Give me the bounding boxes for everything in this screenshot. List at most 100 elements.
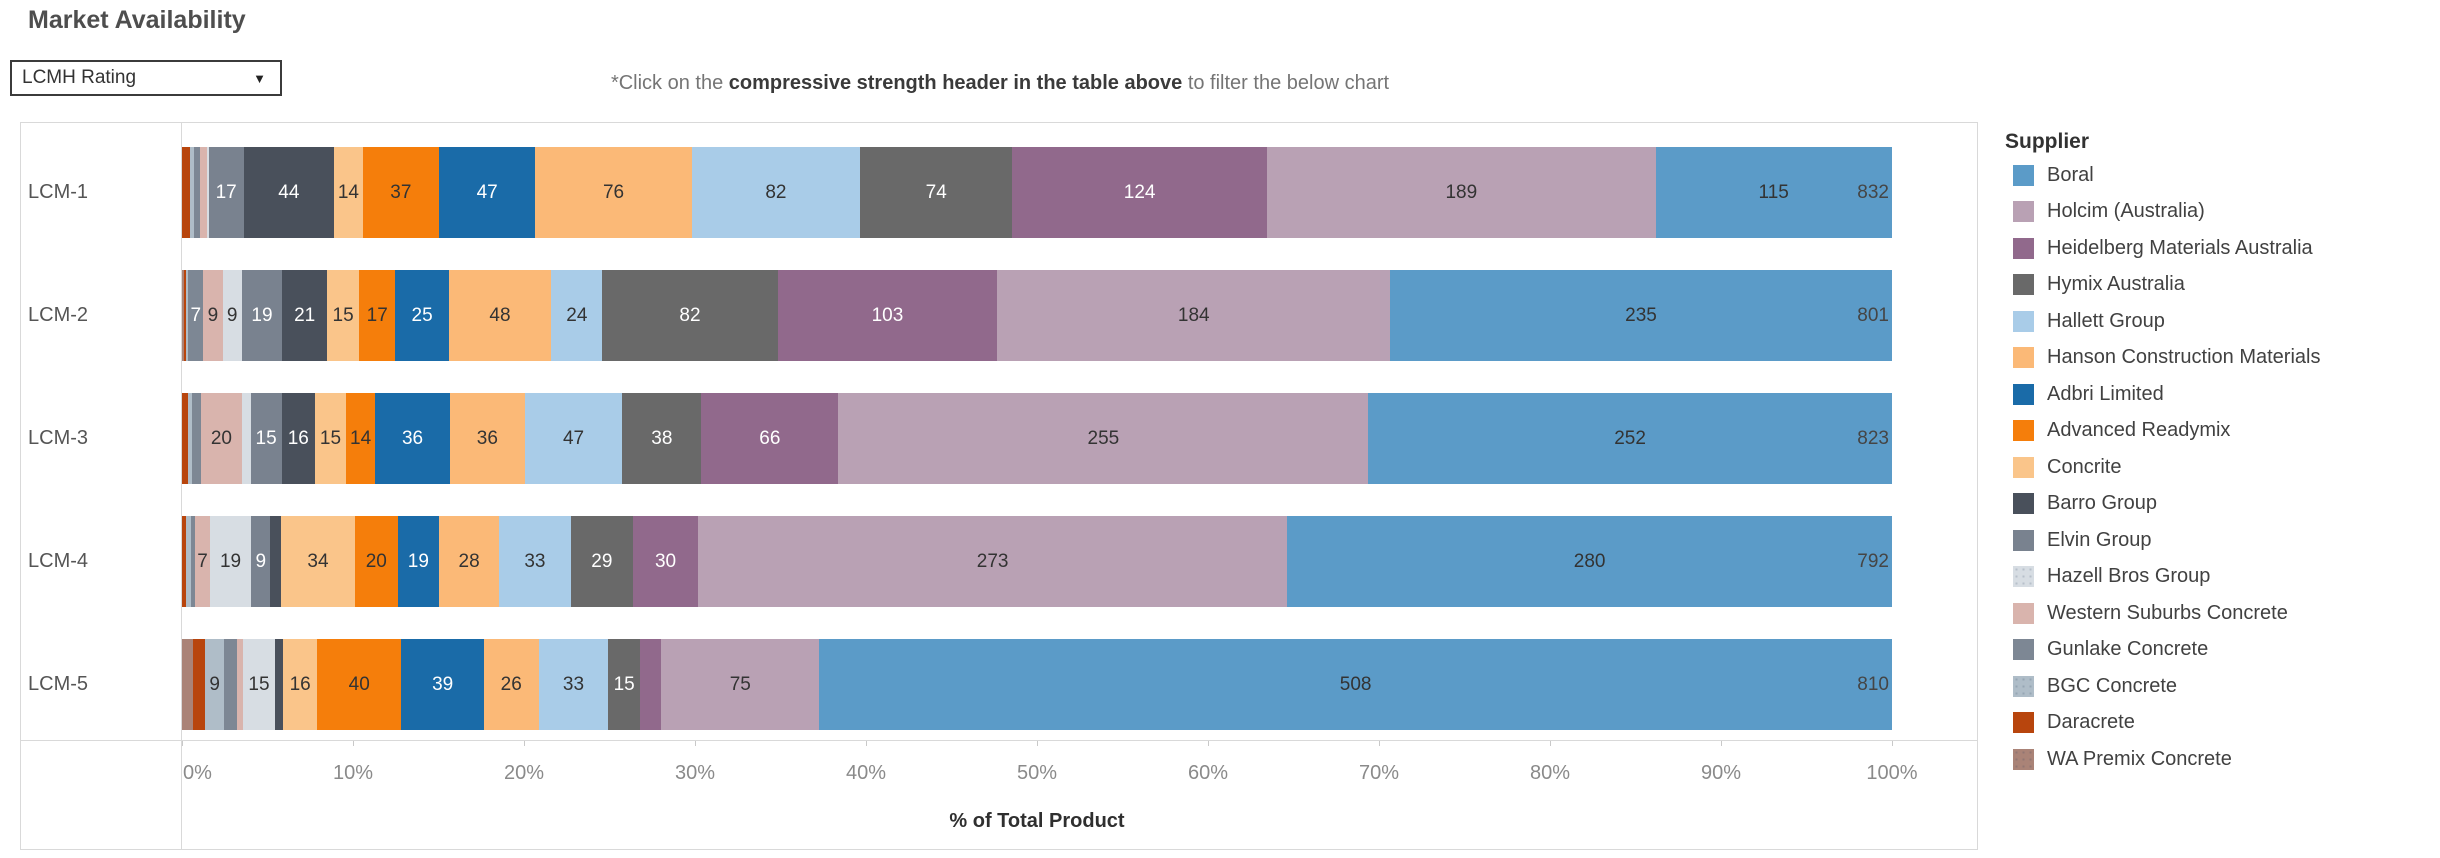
segment-lcm-5-daracrete[interactable]: [192, 639, 206, 730]
legend-item-concrite[interactable]: Concrite: [2005, 455, 2121, 479]
segment-lcm-2-adbri-limited[interactable]: 25: [395, 270, 449, 361]
segment-lcm-1-elvin-group[interactable]: 17: [208, 147, 244, 238]
segment-lcm-4-hymix-australia[interactable]: 29: [570, 516, 634, 607]
segment-lcm-4-holcim-australia-[interactable]: 273: [697, 516, 1288, 607]
segment-lcm-1-hymix-australia[interactable]: 74: [860, 147, 1013, 238]
segment-lcm-2-wa-premix-concrete[interactable]: [182, 270, 185, 361]
segment-lcm-5-adbri-limited[interactable]: 39: [401, 639, 484, 730]
segment-lcm-2-concrite[interactable]: 15: [327, 270, 360, 361]
segment-lcm-3-western-suburbs-concrete[interactable]: 20: [200, 393, 243, 484]
segment-lcm-2-gunlake-concrete[interactable]: 7: [188, 270, 204, 361]
segment-lcm-4-daracrete[interactable]: [182, 516, 187, 607]
segment-lcm-4-hazell-bros-group[interactable]: 19: [210, 516, 252, 607]
segment-lcm-1-bgc-concrete[interactable]: [190, 147, 195, 238]
segment-lcm-5-heidelberg-materials-australia[interactable]: [639, 639, 662, 730]
segment-lcm-5-hymix-australia[interactable]: 15: [608, 639, 640, 730]
segment-lcm-4-gunlake-concrete[interactable]: [190, 516, 195, 607]
segment-lcm-4-hallett-group[interactable]: 33: [499, 516, 571, 607]
segment-lcm-4-hanson-construction-materials[interactable]: 28: [438, 516, 500, 607]
legend-item-holcim-australia-[interactable]: Holcim (Australia): [2005, 200, 2205, 224]
lcmh-rating-dropdown[interactable]: LCMH Rating ▼: [10, 60, 282, 96]
segment-lcm-3-adbri-limited[interactable]: 36: [375, 393, 450, 484]
legend-item-wa-premix-concrete[interactable]: WA Premix Concrete: [2005, 747, 2232, 771]
segment-lcm-2-hallett-group[interactable]: 24: [551, 270, 603, 361]
segment-lcm-1-holcim-australia-[interactable]: 189: [1267, 147, 1656, 238]
segment-lcm-5-hallett-group[interactable]: 33: [538, 639, 609, 730]
segment-lcm-5-bgc-concrete[interactable]: 9: [205, 639, 225, 730]
legend-item-hallett-group[interactable]: Hallett Group: [2005, 309, 2165, 333]
segment-lcm-1-hallett-group[interactable]: 82: [691, 147, 861, 238]
segment-lcm-4-advanced-readymix[interactable]: 20: [354, 516, 398, 607]
segment-lcm-3-bgc-concrete[interactable]: [188, 393, 193, 484]
segment-lcm-3-concrite[interactable]: 15: [314, 393, 347, 484]
legend-item-bgc-concrete[interactable]: BGC Concrete: [2005, 674, 2177, 698]
legend-item-daracrete[interactable]: Daracrete: [2005, 711, 2135, 735]
segment-lcm-5-hazell-bros-group[interactable]: 15: [243, 639, 275, 730]
segment-lcm-4-boral[interactable]: 280: [1287, 516, 1892, 607]
segment-lcm-1-adbri-limited[interactable]: 47: [438, 147, 536, 238]
segment-lcm-3-barro-group[interactable]: 16: [281, 393, 315, 484]
segment-lcm-2-heidelberg-materials-australia[interactable]: 103: [777, 270, 998, 361]
segment-lcm-2-hanson-construction-materials[interactable]: 48: [448, 270, 552, 361]
segment-lcm-5-holcim-australia-[interactable]: 75: [661, 639, 820, 730]
segment-lcm-5-advanced-readymix[interactable]: 40: [317, 639, 402, 730]
segment-lcm-1-boral[interactable]: 115: [1655, 147, 1892, 238]
segment-lcm-1-hanson-construction-materials[interactable]: 76: [535, 147, 692, 238]
segment-lcm-5-hanson-construction-materials[interactable]: 26: [483, 639, 539, 730]
segment-lcm-3-gunlake-concrete[interactable]: [192, 393, 201, 484]
segment-lcm-4-adbri-limited[interactable]: 19: [397, 516, 439, 607]
legend-item-western-suburbs-concrete[interactable]: Western Suburbs Concrete: [2005, 601, 2288, 625]
segment-lcm-2-western-suburbs-concrete[interactable]: 9: [203, 270, 223, 361]
segment-lcm-5-concrite[interactable]: 16: [283, 639, 318, 730]
segment-lcm-2-boral[interactable]: 235: [1390, 270, 1892, 361]
segment-lcm-5-gunlake-concrete[interactable]: [224, 639, 237, 730]
segment-lcm-4-elvin-group[interactable]: 9: [251, 516, 271, 607]
segment-lcm-3-daracrete[interactable]: [182, 393, 189, 484]
segment-lcm-1-advanced-readymix[interactable]: 37: [362, 147, 439, 238]
segment-lcm-1-western-suburbs-concrete[interactable]: [200, 147, 207, 238]
legend-item-heidelberg-materials-australia[interactable]: Heidelberg Materials Australia: [2005, 236, 2313, 260]
segment-lcm-1-heidelberg-materials-australia[interactable]: 124: [1012, 147, 1268, 238]
segment-lcm-4-western-suburbs-concrete[interactable]: 7: [194, 516, 211, 607]
legend-item-elvin-group[interactable]: Elvin Group: [2005, 528, 2152, 552]
segment-lcm-1-gunlake-concrete[interactable]: [194, 147, 201, 238]
legend-item-hazell-bros-group[interactable]: Hazell Bros Group: [2005, 565, 2210, 589]
legend-item-hanson-construction-materials[interactable]: Hanson Construction Materials: [2005, 346, 2320, 370]
segment-lcm-3-heidelberg-materials-australia[interactable]: 66: [701, 393, 839, 484]
segment-lcm-2-elvin-group[interactable]: 19: [241, 270, 283, 361]
segment-lcm-1-concrite[interactable]: 14: [334, 147, 363, 238]
x-tick-mark-0pct: [182, 741, 183, 746]
segment-lcm-1-daracrete[interactable]: [182, 147, 191, 238]
legend-item-advanced-readymix[interactable]: Advanced Readymix: [2005, 419, 2230, 443]
segment-lcm-2-hazell-bros-group[interactable]: 9: [222, 270, 242, 361]
segment-lcm-3-hanson-construction-materials[interactable]: 36: [449, 393, 525, 484]
segment-lcm-2-advanced-readymix[interactable]: 17: [359, 270, 396, 361]
segment-lcm-5-western-suburbs-concrete[interactable]: [236, 639, 244, 730]
segment-lcm-2-holcim-australia-[interactable]: 184: [997, 270, 1391, 361]
segment-lcm-4-barro-group[interactable]: [270, 516, 282, 607]
segment-lcm-3-boral[interactable]: 252: [1368, 393, 1892, 484]
segment-lcm-5-boral[interactable]: 508: [819, 639, 1892, 730]
legend-item-gunlake-concrete[interactable]: Gunlake Concrete: [2005, 638, 2208, 662]
legend-item-adbri-limited[interactable]: Adbri Limited: [2005, 382, 2164, 406]
segment-lcm-4-heidelberg-materials-australia[interactable]: 30: [633, 516, 698, 607]
segment-lcm-2-barro-group[interactable]: 21: [282, 270, 328, 361]
legend-item-hymix-australia[interactable]: Hymix Australia: [2005, 273, 2185, 297]
segment-lcm-4-bgc-concrete[interactable]: [186, 516, 191, 607]
segment-lcm-4-concrite[interactable]: 34: [281, 516, 355, 607]
segment-lcm-1-barro-group[interactable]: 44: [243, 147, 335, 238]
segment-lcm-3-hazell-bros-group[interactable]: [242, 393, 251, 484]
segment-lcm-3-hymix-australia[interactable]: 38: [622, 393, 702, 484]
segment-lcm-3-advanced-readymix[interactable]: 14: [346, 393, 376, 484]
segment-lcm-2-hymix-australia[interactable]: 82: [602, 270, 778, 361]
segment-lcm-5-barro-group[interactable]: [274, 639, 284, 730]
legend-item-barro-group[interactable]: Barro Group: [2005, 492, 2157, 516]
segment-lcm-3-elvin-group[interactable]: 15: [250, 393, 282, 484]
segment-lcm-3-holcim-australia-[interactable]: 255: [838, 393, 1369, 484]
segment-lcm-2-daracrete[interactable]: [184, 270, 187, 361]
segment-lcm-1-hazell-bros-group[interactable]: [206, 147, 209, 238]
segment-lcm-2-bgc-concrete[interactable]: [186, 270, 189, 361]
legend-item-boral[interactable]: Boral: [2005, 163, 2094, 187]
segment-lcm-5-wa-premix-concrete[interactable]: [182, 639, 193, 730]
segment-lcm-3-hallett-group[interactable]: 47: [524, 393, 623, 484]
